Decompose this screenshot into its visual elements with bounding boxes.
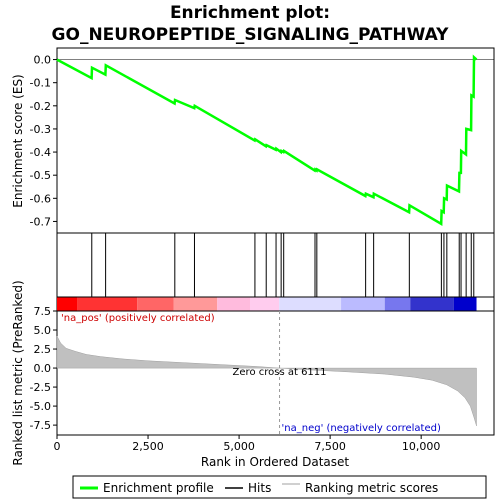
metric-y-tick-label: 5.0 xyxy=(34,324,52,337)
rank-band xyxy=(57,297,78,311)
rank-x-axis: 0 2,500 5,000 7,500 10,000 xyxy=(54,435,441,453)
es-y-tick-label: 0.0 xyxy=(34,54,52,67)
hits-panel xyxy=(56,232,495,298)
rank-x-tick-label: 7,500 xyxy=(314,440,346,453)
hits-panel-frame xyxy=(56,232,495,298)
chart-title-line-1: Enrichment plot: xyxy=(170,3,330,23)
ranked-metric-panel: Zero cross at 6111 'na_pos' (positively … xyxy=(11,280,495,469)
legend-label-ranking-metric: Ranking metric scores xyxy=(305,481,438,495)
rank-band xyxy=(279,297,342,311)
es-y-tick-label: -0.5 xyxy=(30,169,51,182)
es-y-tick-label: -0.3 xyxy=(30,123,51,136)
rank-band xyxy=(77,297,138,311)
rank-x-tick-label: 0 xyxy=(54,440,61,453)
metric-y-tick-label: 2.5 xyxy=(34,343,52,356)
enrichment-profile-line xyxy=(56,54,478,226)
metric-y-tick-label: -5.0 xyxy=(30,400,51,413)
legend-label-enrichment-profile: Enrichment profile xyxy=(103,481,214,495)
es-y-tick-label: -0.2 xyxy=(30,100,51,113)
rank-band xyxy=(384,297,411,311)
metric-y-tick-label: 0.0 xyxy=(34,362,52,375)
rank-band xyxy=(453,297,477,311)
es-y-tick-label: -0.6 xyxy=(30,192,51,205)
metric-y-tick-label: -2.5 xyxy=(30,381,51,394)
rank-band xyxy=(250,297,280,311)
metric-y-tick-label: -7.5 xyxy=(30,419,51,432)
rank-band xyxy=(410,297,454,311)
zero-cross-label: Zero cross at 6111 xyxy=(233,367,327,378)
positive-correlation-label: 'na_pos' (positively correlated) xyxy=(61,313,215,324)
metric-y-axis: 7.5 5.0 2.5 0.0 -2.5 -5.0 -7.5 xyxy=(30,305,57,432)
negative-correlation-label: 'na_neg' (negatively correlated) xyxy=(282,423,441,434)
rank-x-tick-label: 5,000 xyxy=(223,440,255,453)
rank-x-tick-label: 10,000 xyxy=(402,440,441,453)
legend: Enrichment profile Hits Ranking metric s… xyxy=(72,475,487,499)
es-y-tick-label: -0.4 xyxy=(30,146,51,159)
es-y-axis: 0.0 -0.1 -0.2 -0.3 -0.4 -0.5 -0.6 -0.7 xyxy=(30,54,57,228)
hit-lines-group xyxy=(91,233,475,297)
metric-y-axis-label: Ranked list metric (PreRanked) xyxy=(11,280,25,465)
rank-band xyxy=(217,297,251,311)
legend-label-hits: Hits xyxy=(248,481,271,495)
es-y-axis-label: Enrichment score (ES) xyxy=(11,74,25,207)
rank-x-tick-label: 2,500 xyxy=(132,440,164,453)
rank-x-axis-label: Rank in Ordered Dataset xyxy=(201,455,349,469)
es-series-group xyxy=(56,54,478,226)
rank-color-bar-panel xyxy=(56,296,495,312)
rank-band xyxy=(173,297,218,311)
es-y-tick-label: -0.1 xyxy=(30,77,51,90)
rank-band xyxy=(137,297,174,311)
legend-frame xyxy=(72,475,487,499)
rank-bands-group xyxy=(57,297,477,311)
metric-y-tick-label: 7.5 xyxy=(34,305,52,318)
es-y-tick-label: -0.7 xyxy=(30,215,51,228)
chart-title-line-2: GO_NEUROPEPTIDE_SIGNALING_PATHWAY xyxy=(52,25,450,45)
enrichment-score-panel: 0.0 -0.1 -0.2 -0.3 -0.4 -0.5 -0.6 -0.7 Enrichme… xyxy=(11,47,495,234)
rank-band xyxy=(341,297,385,311)
metric-area-group xyxy=(56,335,477,426)
ranking-metric-area xyxy=(56,335,477,426)
